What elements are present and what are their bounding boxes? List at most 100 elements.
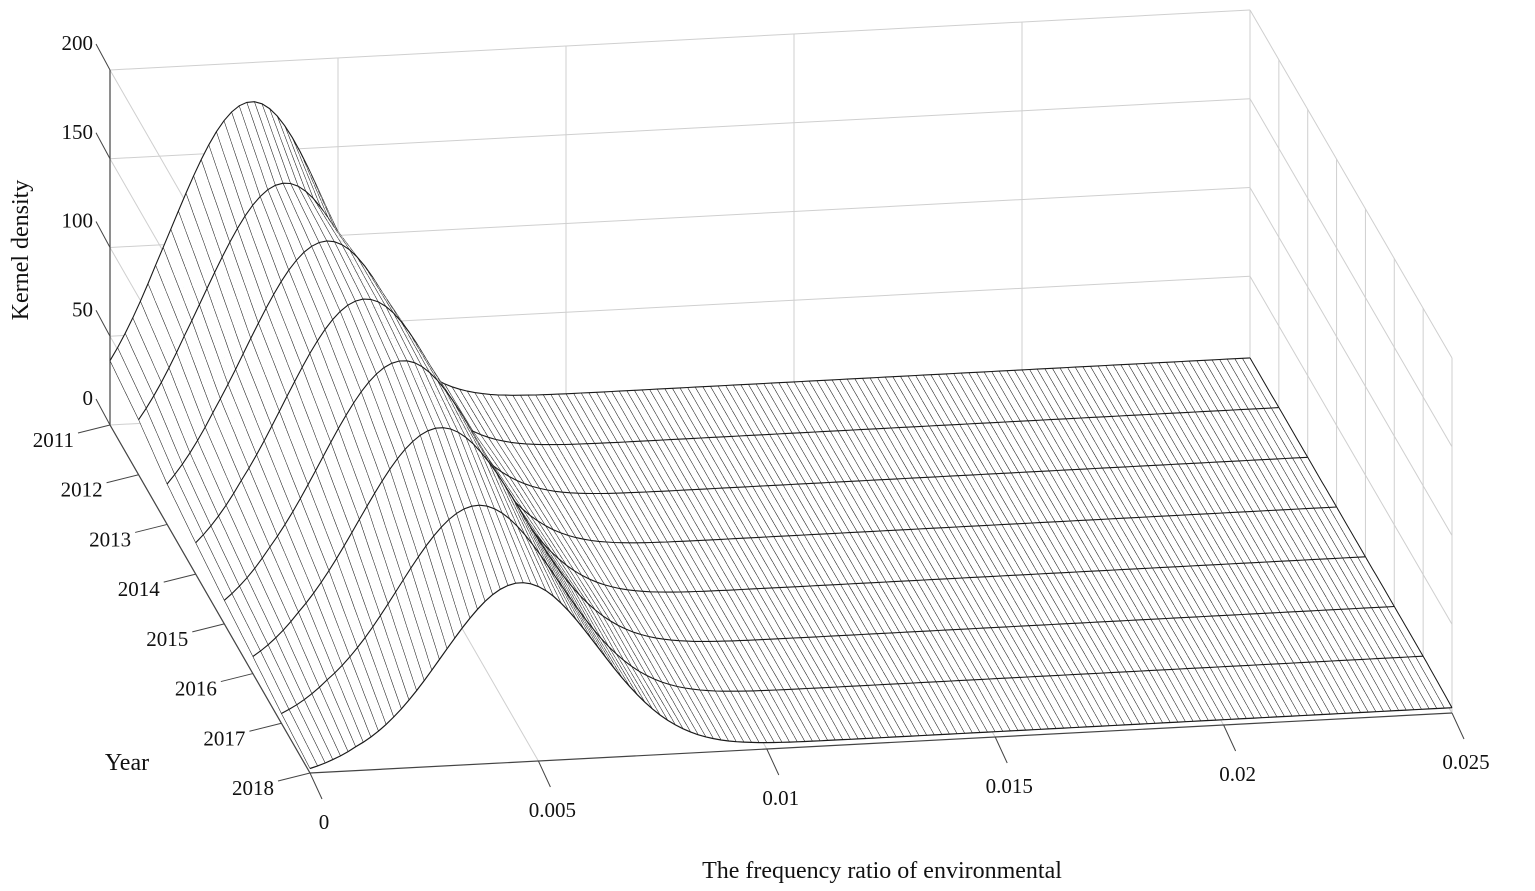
surface-hatch	[1192, 367, 1197, 374]
surface-hatch	[780, 440, 785, 447]
surface-hatch	[1093, 385, 1098, 392]
surface-hatch	[1032, 375, 1038, 383]
surface-hatch	[894, 421, 900, 428]
surface-hatch	[293, 226, 298, 236]
surface-hatch	[998, 383, 1003, 391]
surface-hatch	[941, 393, 946, 400]
surface-hatch	[926, 393, 931, 401]
surface-hatch	[296, 235, 301, 245]
surface-hatch	[1002, 377, 1007, 384]
surface-hatch	[634, 390, 639, 397]
surface-hatch	[198, 374, 203, 385]
surface-hatch	[974, 410, 980, 418]
surface-hatch	[327, 221, 332, 228]
z-tick	[95, 43, 111, 71]
surface-hatch	[316, 204, 321, 211]
surface-hatch	[583, 437, 588, 444]
surface-hatch	[641, 389, 646, 397]
surface-hatch	[1125, 441, 1130, 448]
surface-hatch	[677, 464, 682, 472]
surface-hatch	[1104, 378, 1110, 385]
surface-hatch	[709, 411, 714, 419]
surface-hatch	[652, 408, 657, 415]
surface-hatch	[474, 403, 479, 410]
surface-hatch	[654, 453, 659, 460]
surface-hatch	[153, 395, 158, 405]
surface-hatch	[1134, 415, 1139, 422]
surface-hatch	[507, 424, 512, 432]
surface-hatch	[176, 352, 181, 362]
surface-hatch	[658, 459, 663, 466]
surface-hatch	[755, 396, 760, 404]
surface-hatch	[945, 373, 950, 381]
surface-hatch	[933, 393, 938, 401]
surface-hatch	[951, 437, 956, 445]
surface-hatch	[679, 387, 684, 395]
surface-hatch	[334, 232, 339, 240]
surface-hatch	[800, 394, 806, 401]
surface-hatch	[593, 468, 598, 476]
surface-hatch	[879, 422, 884, 429]
surface-hatch	[679, 400, 684, 408]
surface-hatch	[131, 404, 136, 413]
surface-hatch	[1222, 365, 1228, 373]
surface-hatch	[582, 462, 587, 470]
surface-hatch	[643, 447, 648, 454]
surface-hatch	[816, 393, 821, 400]
surface-hatch	[720, 417, 725, 425]
surface-hatch	[769, 434, 774, 441]
surface-hatch	[632, 441, 637, 448]
surface-hatch	[1214, 404, 1219, 411]
surface-hatch	[1159, 445, 1164, 453]
surface-hatch	[963, 404, 968, 412]
surface-hatch	[664, 401, 669, 408]
surface-hatch	[1165, 374, 1170, 382]
surface-hatch	[268, 164, 273, 175]
surface-hatch	[283, 163, 288, 174]
surface-hatch	[537, 450, 542, 457]
surface-hatch	[1188, 360, 1194, 368]
surface-hatch	[822, 444, 827, 451]
surface-hatch	[762, 409, 767, 416]
surface-hatch	[993, 416, 998, 423]
surface-hatch	[780, 427, 785, 434]
surface-hatch	[1234, 371, 1239, 378]
surface-hatch	[1289, 438, 1294, 446]
surface-hatch	[164, 390, 169, 401]
surface-hatch	[1117, 454, 1122, 461]
surface-hatch	[158, 309, 163, 319]
surface-hatch	[798, 458, 803, 465]
surface-hatch	[222, 186, 227, 198]
surface-hatch	[190, 422, 195, 432]
surface-hatch	[1008, 440, 1013, 448]
surface-hatch	[488, 427, 493, 434]
surface-hatch	[1203, 372, 1208, 380]
surface-hatch	[980, 461, 986, 469]
surface-hatch	[191, 355, 196, 365]
surface-hatch	[783, 459, 788, 466]
surface-hatch	[861, 403, 866, 411]
surface-hatch	[640, 441, 645, 448]
surface-hatch	[655, 440, 660, 447]
surface-hatch	[310, 174, 316, 183]
surface-hatch	[256, 185, 261, 197]
year-profile-curve	[109, 101, 1251, 396]
surface-hatch	[684, 464, 689, 471]
surface-hatch	[204, 206, 209, 217]
surface-hatch	[576, 424, 581, 432]
surface-hatch	[780, 452, 785, 460]
surface-hatch	[1228, 416, 1234, 423]
surface-hatch	[616, 454, 621, 462]
surface-hatch	[537, 438, 542, 445]
surface-hatch	[746, 448, 751, 455]
surface-hatch	[848, 462, 853, 469]
surface-hatch	[898, 414, 904, 422]
surface-hatch	[570, 480, 575, 488]
surface-hatch	[892, 376, 897, 384]
surface-hatch	[590, 437, 595, 444]
surface-hatch	[833, 437, 838, 444]
surface-hatch	[1248, 396, 1253, 403]
surface-hatch	[1232, 435, 1237, 443]
surface-hatch	[790, 471, 795, 479]
surface-hatch	[458, 398, 463, 405]
